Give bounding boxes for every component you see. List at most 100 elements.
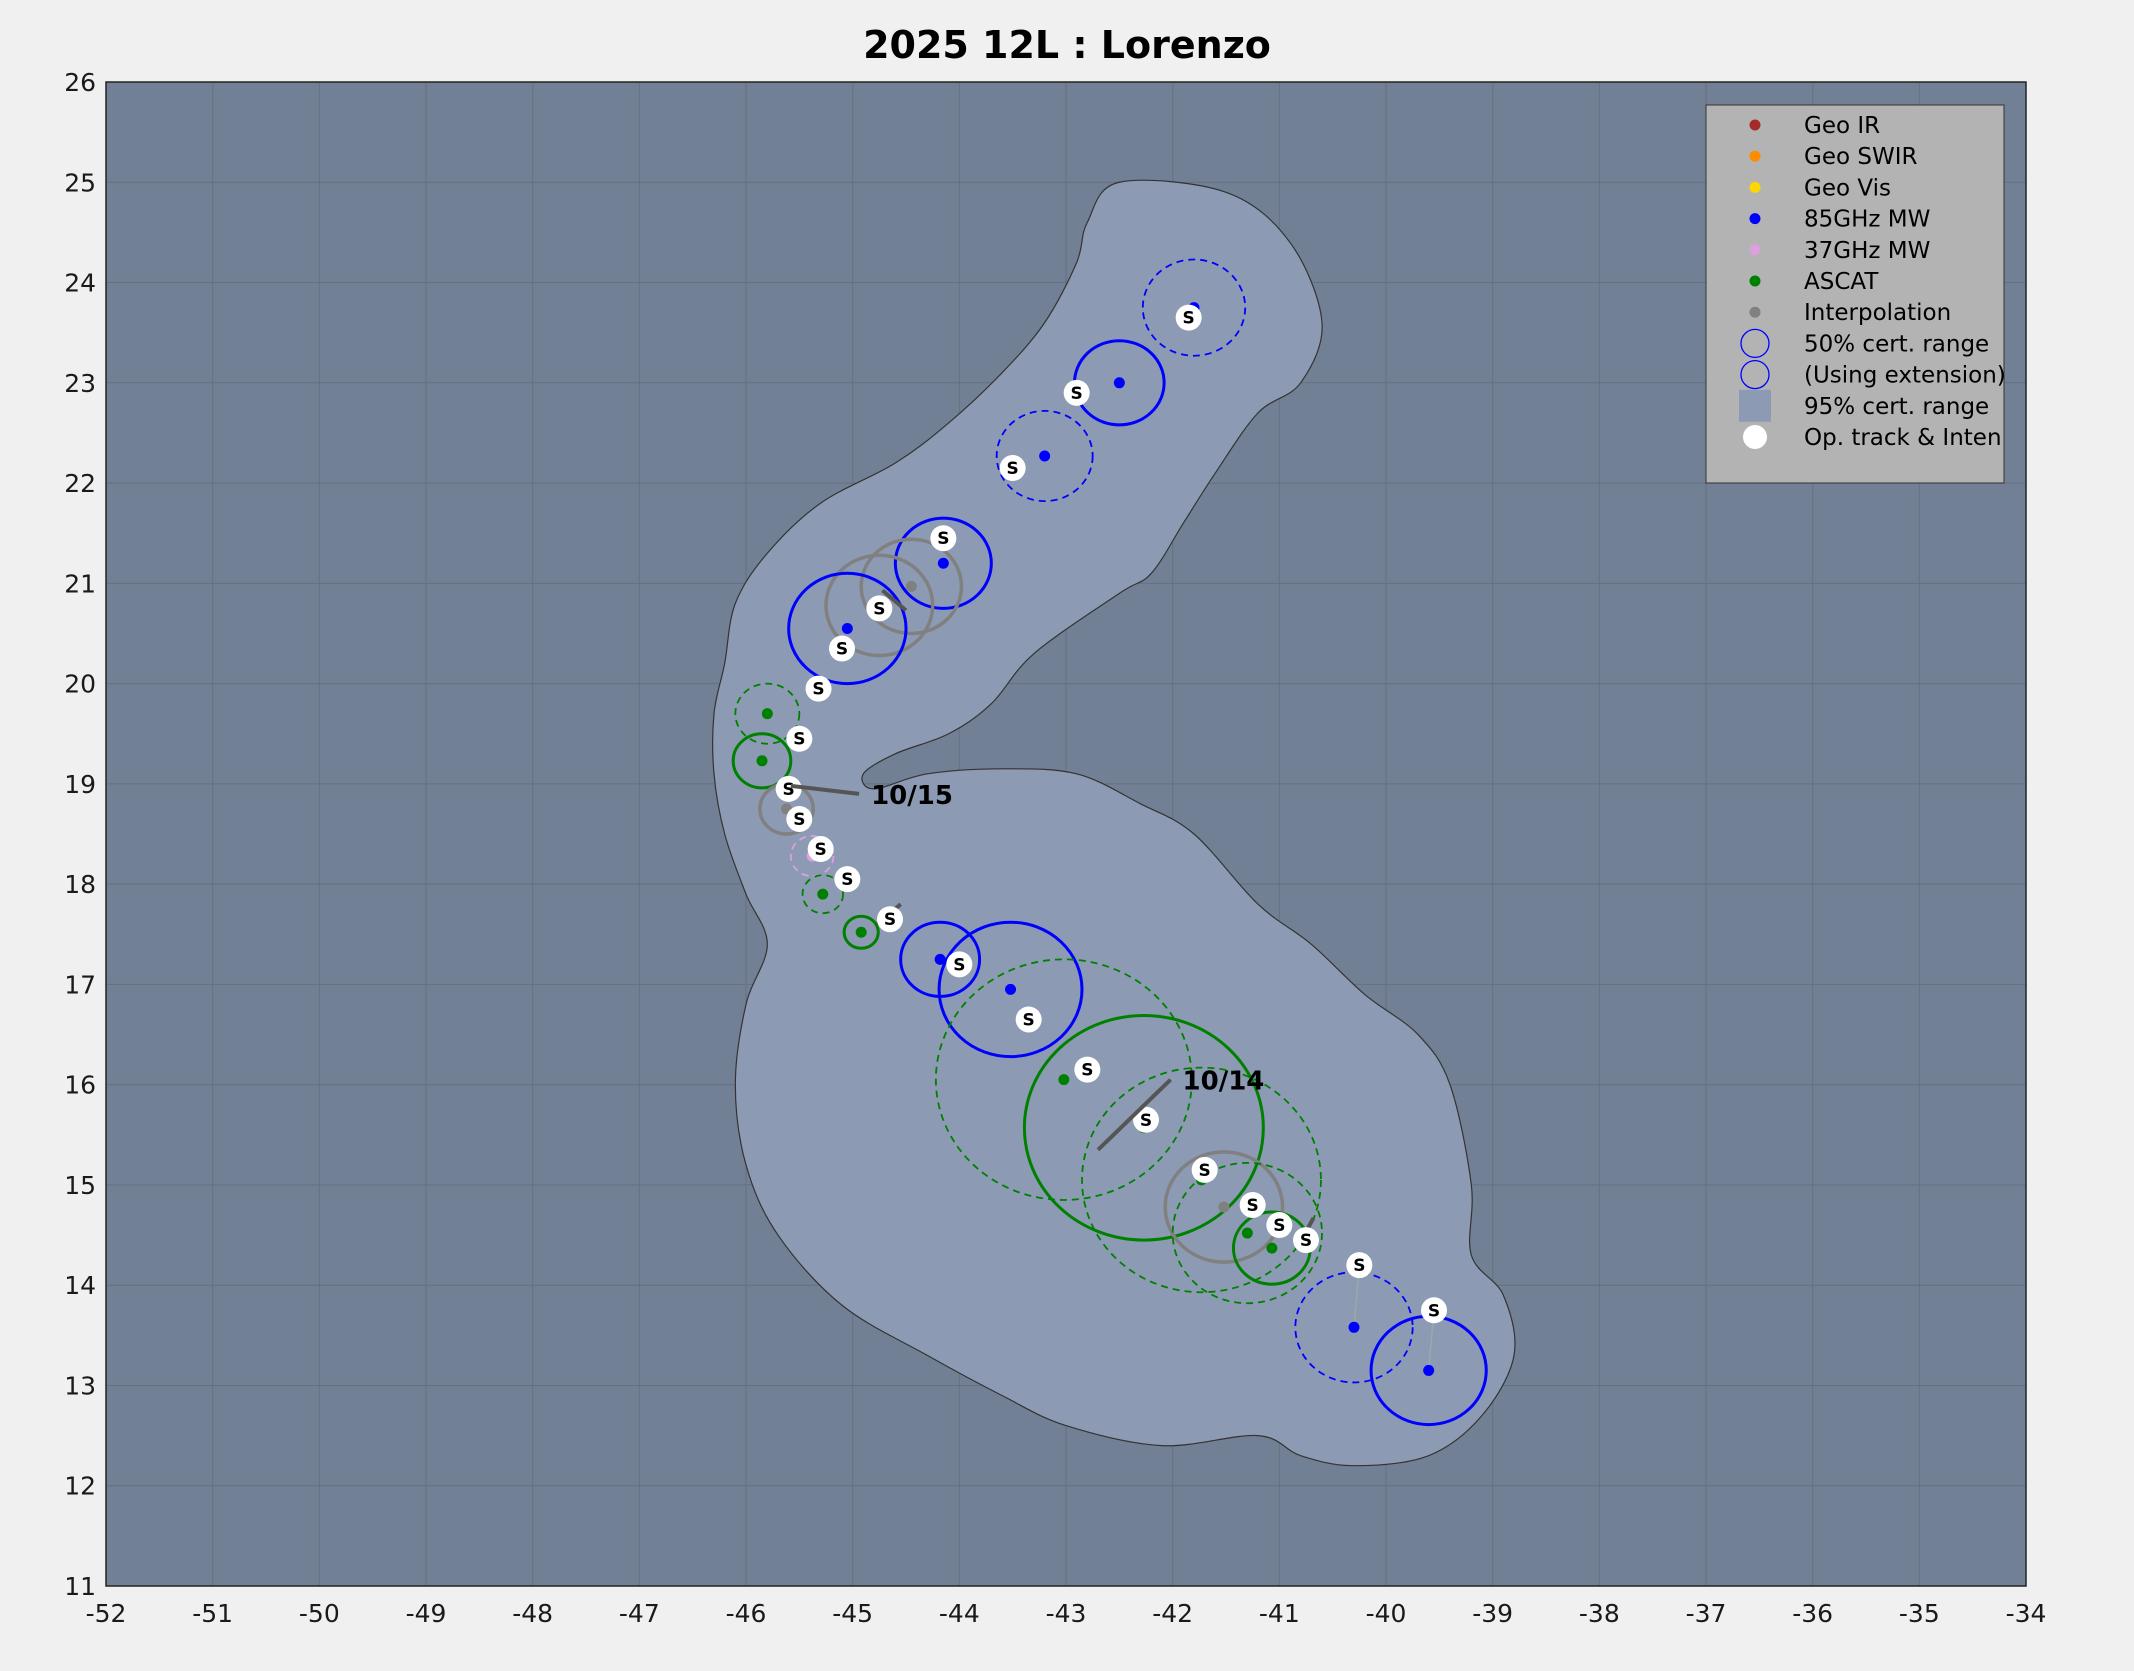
legend-marker-85ghz-mw: [1749, 213, 1761, 225]
legend-marker-50-cert-range: [1740, 328, 1770, 359]
interpolation-certainty-circle: [824, 553, 935, 658]
y-tick-label: 13: [64, 1371, 96, 1400]
x-tick-label: -51: [192, 1599, 233, 1628]
y-tick-label: 18: [64, 870, 96, 899]
85ghz-mw-certainty-circle: [937, 920, 1084, 1059]
ascat-certainty-circle: [801, 874, 844, 915]
x-tick-label: -49: [406, 1599, 447, 1628]
x-tick-label: -42: [1152, 1599, 1193, 1628]
85ghz-mw-fix-point: [841, 622, 853, 634]
op-track-intensity-label: S: [1183, 309, 1195, 329]
interpolation-certainty-circle: [859, 537, 964, 636]
y-tick-label: 25: [64, 168, 96, 197]
y-axis-ticks: 11 12 13 14 15 16 17 18 19 20 21 22 23 24 25 26: [64, 68, 96, 1601]
legend-marker-geo-ir: [1749, 119, 1761, 131]
op-track-marker: [946, 951, 973, 978]
85ghz-mw-fix-point: [1348, 1321, 1360, 1333]
legend-label-50-cert-range: 50% cert. range: [1804, 331, 1989, 357]
ascat-certainty-circle: [731, 732, 793, 790]
y-tick-label: 12: [64, 1472, 96, 1501]
op-track-intensity-label: S: [793, 730, 805, 750]
op-track-intensity-label: S: [793, 810, 805, 830]
op-track-intensity-label: S: [937, 529, 949, 549]
y-tick-label: 24: [64, 269, 96, 298]
op-track-intensity-label: S: [812, 680, 824, 700]
op-track-marker: [877, 906, 903, 933]
ascat-fix-point: [1266, 1242, 1278, 1254]
op-track-intensity-label: S: [953, 955, 965, 975]
85ghz-mw-fix-point: [1113, 377, 1125, 389]
85ghz-mw-certainty-circle: [787, 571, 908, 686]
ascat-fix-point: [1241, 1227, 1253, 1239]
x-tick-label: -35: [1899, 1599, 1940, 1628]
op-track-marker: [1133, 1106, 1159, 1133]
y-tick-label: 19: [64, 770, 96, 799]
op-track-marker: [1293, 1227, 1319, 1254]
ascat-fix-point: [756, 755, 768, 767]
op-track-marker: [775, 775, 802, 802]
legend-label-37ghz-mw: 37GHz MW: [1804, 238, 1930, 264]
interpolation-fix-point: [1218, 1201, 1230, 1213]
legend-marker-95-cert-range: [1739, 389, 1771, 422]
ascat-fix-point: [1058, 1074, 1070, 1086]
op-track-intensity-label: S: [1023, 1010, 1035, 1030]
op-track-intensity-label: S: [873, 599, 885, 619]
op-track-intensity-label: S: [783, 780, 795, 800]
y-tick-label: 22: [64, 469, 96, 498]
date-markers: 10/15 10/14: [790, 781, 1264, 1152]
chart-title: 2025 12L : Lorenzo: [863, 23, 1271, 67]
ascat-fix-point: [761, 708, 773, 720]
x-axis-ticks: -52 -51 -50 -49 -48 -47 -46 -45 -44 -43 -42 -41 -40 -…: [86, 1599, 2047, 1628]
op-track-marker: [866, 595, 893, 622]
x-tick-label: -44: [939, 1599, 980, 1628]
legend-marker-op-track-inten: [1743, 425, 1767, 449]
date-tick-line: [790, 783, 860, 796]
85ghz-mw-fix-point: [934, 953, 946, 965]
x-tick-label: -37: [1686, 1599, 1727, 1628]
x-tick-label: -39: [1472, 1599, 1513, 1628]
legend-label-95-cert-range: 95% cert. range: [1804, 394, 1989, 420]
ascat-certainty-circle: [1081, 1066, 1322, 1294]
85ghz-mw-certainty-circle: [893, 516, 993, 610]
legend-label-interpolation: Interpolation: [1804, 300, 1951, 326]
interpolation-fix-point: [905, 580, 917, 592]
op-track-marker: [786, 805, 813, 832]
85ghz-mw-fix-point: [1039, 450, 1051, 462]
op-track-marker: [1074, 1056, 1101, 1083]
track-bar: [881, 588, 908, 612]
x-tick-label: -48: [512, 1599, 553, 1628]
op-track-intensity-label: S: [884, 910, 896, 930]
op-track-intensity-label: S: [836, 640, 848, 660]
y-tick-label: 26: [64, 68, 96, 97]
x-tick-label: -40: [1366, 1599, 1407, 1628]
op-track-marker: [1239, 1191, 1266, 1218]
y-tick-label: 15: [64, 1171, 96, 1200]
op-track-intensity-label: S: [841, 870, 853, 890]
85ghz-mw-fix-point: [937, 557, 949, 569]
op-track-marker: [1175, 304, 1202, 331]
op-track-marker: [786, 725, 813, 752]
legend-label-geo-ir: Geo IR: [1804, 113, 1880, 139]
op-track-marker: [999, 455, 1026, 482]
interpolation-certainty-circle: [1163, 1150, 1285, 1264]
95-percent-certainty-region: [712, 179, 1516, 1467]
op-track-marker: [930, 525, 957, 552]
op-track-intensity-label: S: [1007, 459, 1019, 479]
ascat-certainty-circle: [734, 682, 801, 745]
op-track-intensity-label: S: [1353, 1256, 1365, 1276]
y-tick-label: 17: [64, 970, 96, 999]
ascat-fix-point: [817, 888, 829, 900]
op-track-marker: [834, 866, 861, 893]
legend-label-geo-swir: Geo SWIR: [1804, 144, 1917, 170]
op-track-marker: [807, 836, 834, 863]
y-tick-label: 21: [64, 569, 96, 598]
85ghz-mw-fix-point: [1423, 1364, 1435, 1376]
op-track-intensity-label: S: [1071, 384, 1083, 404]
legend-marker-geo-swir: [1749, 150, 1761, 162]
y-tick-label: 16: [64, 1071, 96, 1100]
legend-marker-interpolation: [1749, 306, 1761, 318]
85ghz-mw-fix-point: [1005, 983, 1017, 995]
plot-frame: [105, 81, 2027, 1587]
